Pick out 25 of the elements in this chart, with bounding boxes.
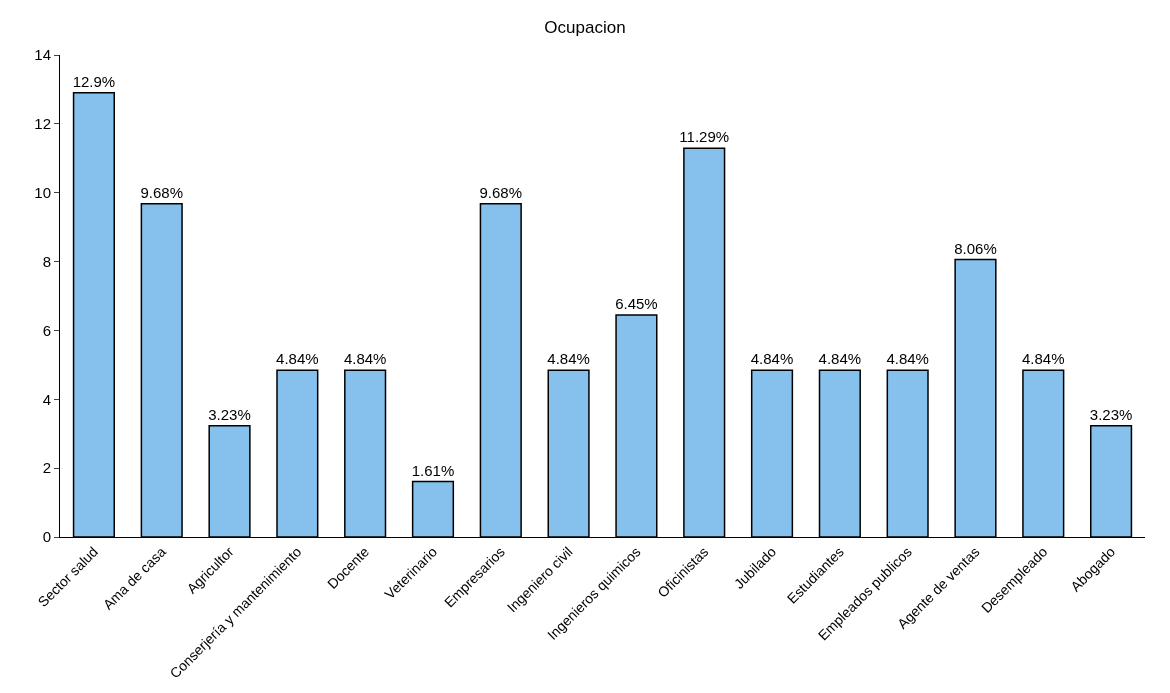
y-tick-label: 6: [42, 321, 51, 339]
data-label: 3.23%: [1089, 405, 1133, 423]
data-label: 3.23%: [208, 405, 251, 423]
data-label: 4.84%: [750, 350, 794, 368]
data-label: 11.29%: [679, 128, 730, 146]
y-tick-label: 14: [34, 46, 51, 64]
data-label: 6.45%: [615, 294, 658, 312]
data-label: 4.84%: [343, 350, 387, 368]
y-tick-label: 10: [34, 183, 51, 201]
data-label: 12.9%: [72, 72, 116, 90]
data-label: 8.06%: [954, 239, 997, 257]
data-label: 4.84%: [276, 350, 319, 368]
data-label: 4.84%: [818, 350, 862, 368]
data-label: 4.84%: [1022, 350, 1065, 368]
y-tick-label: 8: [42, 252, 51, 270]
chart-title: Ocupacion: [544, 17, 626, 37]
y-tick-label: 4: [42, 390, 51, 408]
data-label: 4.84%: [886, 350, 929, 368]
y-tick-label: 2: [42, 459, 51, 477]
data-label: 9.68%: [479, 183, 523, 201]
data-label: 1.61%: [411, 461, 455, 479]
y-tick-label: 0: [42, 528, 51, 546]
y-tick-label: 12: [34, 115, 51, 133]
data-label: 4.84%: [547, 350, 590, 368]
data-label: 9.68%: [140, 183, 183, 201]
